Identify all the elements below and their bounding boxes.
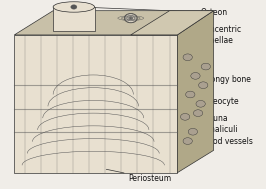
Circle shape [72,17,75,19]
Text: Canaliculi: Canaliculi [184,125,238,134]
Circle shape [193,110,203,116]
Circle shape [71,5,77,9]
Ellipse shape [53,2,94,12]
Circle shape [124,13,137,23]
Text: Blood vessels: Blood vessels [179,136,252,146]
Circle shape [188,128,198,135]
Circle shape [180,114,190,120]
Circle shape [183,54,192,61]
Circle shape [64,11,84,26]
Circle shape [183,138,192,144]
Polygon shape [14,35,177,173]
Circle shape [198,82,208,88]
Text: Lacuna: Lacuna [184,113,228,123]
Circle shape [196,101,205,107]
Text: Periosteum: Periosteum [106,169,171,183]
Polygon shape [131,11,214,35]
Polygon shape [14,11,214,35]
Circle shape [201,63,210,70]
Circle shape [130,17,132,19]
Polygon shape [53,7,94,31]
Circle shape [186,91,195,98]
Circle shape [191,73,200,79]
Text: Concentric
lamellae: Concentric lamellae [101,22,242,45]
Text: Spongy bone: Spongy bone [189,72,251,84]
Polygon shape [177,11,214,173]
Text: Osteocyte: Osteocyte [189,95,239,106]
Text: Osteon: Osteon [80,7,228,17]
